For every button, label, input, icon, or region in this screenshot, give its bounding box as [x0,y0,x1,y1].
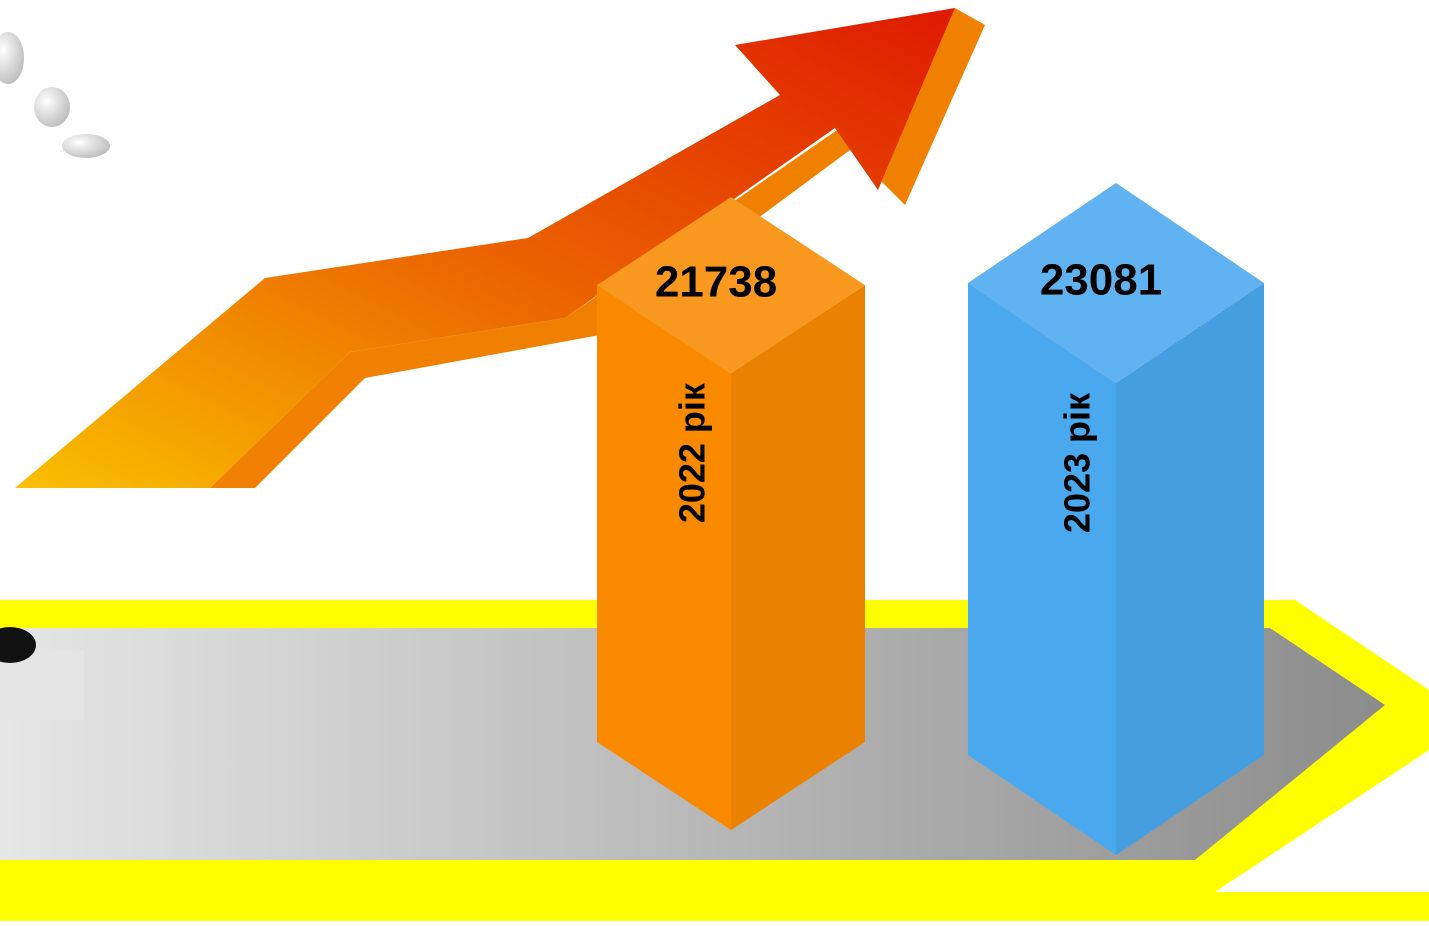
bar [597,197,865,830]
category-label: 2022 рік [672,382,713,523]
decoration [0,32,110,158]
bar-top-shade [597,197,865,374]
bar-left-face [968,283,1116,855]
bar-top [968,183,1264,383]
left-disc [0,627,84,720]
bar-right-shade [731,285,865,830]
platform-base [0,892,1429,921]
arrow-shadow [210,8,985,488]
bars: 21738 2022 рік 23081 2023 рік [597,183,1264,855]
bar-left-face [597,285,731,830]
value-label: 23081 [1040,256,1162,305]
bar-right-face [731,285,865,830]
bar [968,183,1264,855]
value-label: 21738 [655,258,777,307]
arrow [15,8,955,488]
bar-right-shade [1116,283,1264,855]
bar-top-shade [968,183,1264,383]
bar-top [597,197,865,374]
category-label: 2023 рік [1057,392,1098,533]
bar-right-face [1116,283,1264,855]
